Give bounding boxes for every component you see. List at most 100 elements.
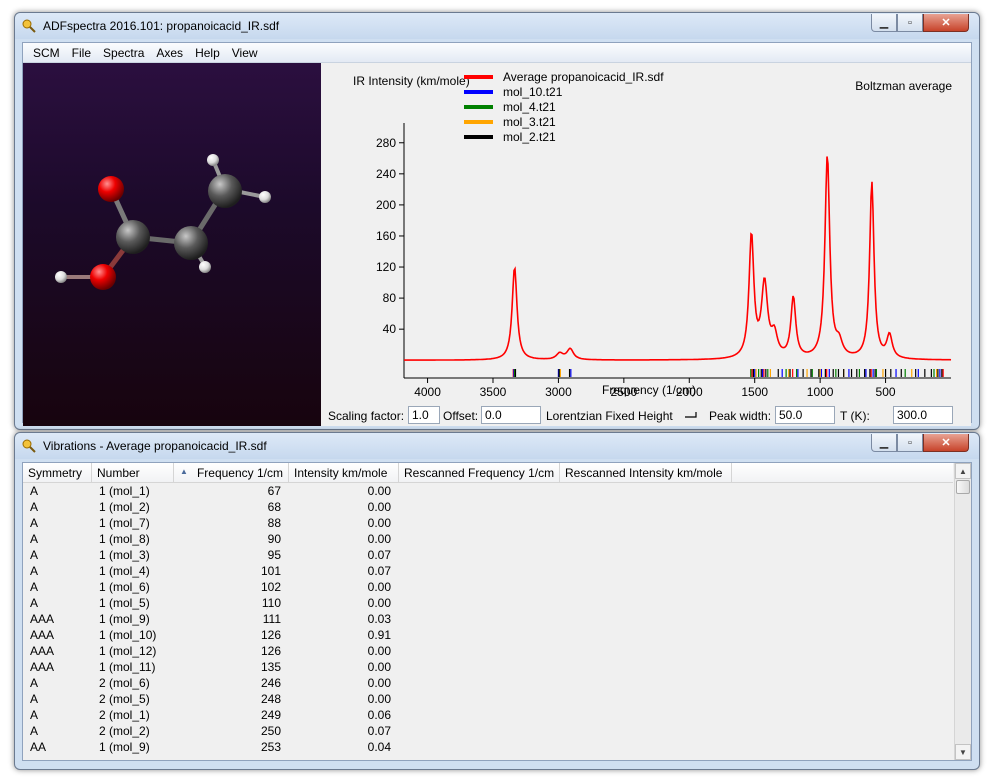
molecule-render — [55, 154, 271, 290]
menu-help[interactable]: Help — [195, 45, 220, 60]
column-rescanned-frequency[interactable]: Rescanned Frequency 1/cm — [399, 463, 560, 483]
legend-entry[interactable]: mol_10.t21 — [503, 85, 563, 99]
cell-number: 1 (mol_9) — [99, 612, 150, 626]
ir-spectrum-plot[interactable]: IR Intensity (km/mole) Boltzman average … — [321, 63, 971, 404]
atom-carbon-methylene — [174, 226, 208, 260]
table-row[interactable]: AA 1 (mol_9) 253 0.04 — [23, 739, 953, 755]
column-intensity[interactable]: Intensity km/mole — [289, 463, 399, 483]
atom-hydrogen — [55, 271, 67, 283]
table-row[interactable]: AAA 1 (mol_9) 111 0.03 — [23, 611, 953, 627]
temperature-input[interactable] — [893, 406, 953, 424]
cell-symmetry: AA — [30, 740, 47, 754]
cell-symmetry: AAA — [30, 644, 55, 658]
column-number[interactable]: Number — [92, 463, 174, 483]
table-row[interactable]: A 1 (mol_8) 90 0.00 — [23, 531, 953, 547]
cell-frequency: 249 — [260, 708, 281, 722]
column-rescanned-intensity[interactable]: Rescanned Intensity km/mole — [560, 463, 732, 483]
cell-frequency: 67 — [267, 484, 281, 498]
vertical-scrollbar[interactable]: ▲ ▼ — [954, 463, 971, 760]
cell-number: 1 (mol_10) — [99, 628, 157, 642]
menu-spectra[interactable]: Spectra — [103, 45, 145, 60]
table-row[interactable]: A 2 (mol_6) 246 0.00 — [23, 675, 953, 691]
cell-number: 1 (mol_7) — [99, 516, 150, 530]
cell-number: 2 (mol_5) — [99, 692, 150, 706]
maximize-button[interactable]: ▫ — [897, 434, 923, 452]
cell-number: 1 (mol_1) — [99, 484, 150, 498]
menu-axes[interactable]: Axes — [156, 45, 184, 60]
offset-input[interactable] — [481, 406, 541, 424]
menu-file[interactable]: File — [71, 45, 92, 60]
cell-intensity: 0.00 — [367, 676, 391, 690]
x-tick-label: 500 — [876, 385, 896, 399]
table-row[interactable]: AAA 1 (mol_11) 135 0.00 — [23, 659, 953, 675]
table-row[interactable]: A 1 (mol_7) 88 0.00 — [23, 515, 953, 531]
scroll-thumb[interactable] — [956, 480, 970, 494]
legend-entry[interactable]: Average propanoicacid_IR.sdf — [503, 70, 664, 84]
peak-width-input[interactable] — [775, 406, 835, 424]
legend-entry[interactable]: mol_4.t21 — [503, 100, 556, 114]
y-tick-label: 120 — [376, 260, 396, 274]
cell-intensity: 0.00 — [367, 644, 391, 658]
x-tick-label: 2000 — [676, 385, 703, 399]
y-tick-label: 80 — [383, 291, 397, 305]
cell-number: 1 (mol_2) — [99, 500, 150, 514]
legend-entry[interactable]: mol_2.t21 — [503, 130, 556, 144]
table-row[interactable]: A 1 (mol_3) 95 0.07 — [23, 547, 953, 563]
cell-intensity: 0.07 — [367, 548, 391, 562]
column-frequency[interactable]: ▲ Frequency 1/cm — [174, 463, 289, 483]
molecule-viewer[interactable] — [23, 63, 321, 426]
cell-symmetry: A — [30, 580, 39, 594]
spectrum-controls: Scaling factor: Offset: Lorentzian Fixed… — [321, 404, 971, 426]
minimize-button[interactable]: ▁ — [871, 434, 897, 452]
scaling-factor-input[interactable] — [408, 406, 440, 424]
atom-carbon-carboxyl — [116, 220, 150, 254]
x-tick-label: 2500 — [610, 385, 637, 399]
table-row[interactable]: A 2 (mol_2) 250 0.07 — [23, 723, 953, 739]
cell-intensity: 0.06 — [367, 708, 391, 722]
column-symmetry[interactable]: Symmetry — [23, 463, 92, 483]
cell-frequency: 111 — [262, 612, 281, 626]
table-row[interactable]: A 1 (mol_2) 68 0.00 — [23, 499, 953, 515]
table-row[interactable]: A 2 (mol_5) 248 0.00 — [23, 691, 953, 707]
y-axis-label: IR Intensity (km/mole) — [353, 74, 470, 88]
adf-app-icon — [22, 19, 36, 33]
minimize-button[interactable]: ▁ — [871, 14, 897, 32]
menu-view[interactable]: View — [231, 45, 258, 60]
maximize-button[interactable]: ▫ — [897, 14, 923, 32]
scroll-up-icon[interactable]: ▲ — [955, 463, 971, 479]
cell-intensity: 0.00 — [367, 660, 391, 674]
cell-frequency: 110 — [261, 596, 281, 610]
chart-legend: Average propanoicacid_IR.sdfmol_10.t21mo… — [464, 70, 664, 144]
legend-entry[interactable]: mol_3.t21 — [503, 115, 556, 129]
cell-number: 1 (mol_3) — [99, 548, 150, 562]
main-client-area: SCM File Spectra Axes Help View — [22, 42, 972, 426]
lineshape-dropdown-icon[interactable] — [684, 411, 698, 419]
cell-intensity: 0.00 — [367, 596, 391, 610]
cell-frequency: 253 — [260, 740, 281, 754]
table-row[interactable]: AAA 1 (mol_12) 126 0.00 — [23, 643, 953, 659]
scroll-down-icon[interactable]: ▼ — [955, 744, 971, 760]
cell-symmetry: AAA — [30, 612, 55, 626]
cell-symmetry: A — [30, 500, 39, 514]
cell-intensity: 0.03 — [367, 612, 391, 626]
chart-axes: 40 80 120 160 200 240 280 4000 3500 3000 2500 2000 1… — [376, 123, 951, 399]
table-row[interactable]: A 1 (mol_5) 110 0.00 — [23, 595, 953, 611]
menu-scm[interactable]: SCM — [33, 45, 60, 60]
table-row[interactable]: A 1 (mol_4) 101 0.07 — [23, 563, 953, 579]
table-row[interactable]: A 1 (mol_6) 102 0.00 — [23, 579, 953, 595]
x-tick-label: 1000 — [807, 385, 834, 399]
main-titlebar[interactable]: ADFspectra 2016.101: propanoicacid_IR.sd… — [15, 13, 979, 39]
spectrum-chart: IR Intensity (km/mole) Boltzman average … — [353, 70, 952, 399]
lorentzian-fixed-height-label[interactable]: Lorentzian Fixed Height — [546, 409, 673, 423]
vibrations-titlebar[interactable]: Vibrations - Average propanoicacid_IR.sd… — [15, 433, 979, 459]
table-row[interactable]: A 2 (mol_1) 249 0.06 — [23, 707, 953, 723]
close-button[interactable]: ✕ — [923, 14, 969, 32]
table-body: A 1 (mol_1) 67 0.00 A 1 (mol_2) 68 0.00 A 1 (mol_… — [23, 483, 953, 758]
table-row[interactable]: A 1 (mol_1) 67 0.00 — [23, 483, 953, 499]
close-button[interactable]: ✕ — [923, 434, 969, 452]
table-header: Symmetry Number ▲ Frequency 1/cm Intensi… — [23, 463, 953, 483]
table-row[interactable]: AAA 1 (mol_10) 126 0.91 — [23, 627, 953, 643]
atom-oxygen-carbonyl — [98, 176, 124, 202]
cell-frequency: 90 — [267, 532, 281, 546]
cell-frequency: 135 — [260, 660, 281, 674]
